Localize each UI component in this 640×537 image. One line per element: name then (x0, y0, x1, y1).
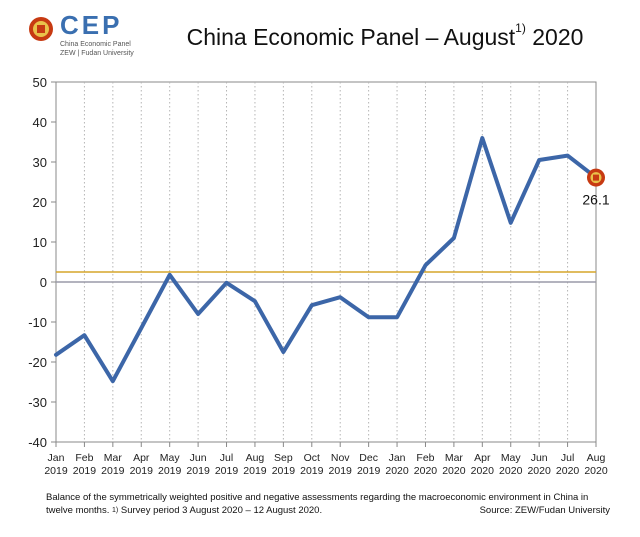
x-tick-label-year: 2020 (414, 465, 438, 477)
y-tick-label: 50 (33, 75, 47, 90)
y-tick-label: 30 (33, 155, 47, 170)
series-line (54, 136, 598, 384)
x-tick-label-year: 2020 (385, 465, 409, 477)
footnote-line-2: twelve months. 1) Survey period 3 August… (46, 504, 610, 517)
x-tick-label-month: Jul (220, 452, 233, 464)
title-year: 2020 (525, 24, 584, 50)
x-tick-label-month: May (501, 452, 522, 464)
title-main: China Economic Panel – August (186, 24, 516, 50)
x-tick-label-month: Mar (445, 452, 464, 464)
last-value-label: 26.1 (582, 192, 609, 208)
x-tick-label-month: May (160, 452, 181, 464)
x-tick-label-month: Apr (133, 452, 150, 464)
plot-frame (55, 81, 597, 443)
logo-subtitle-2: ZEW | Fudan University (60, 50, 134, 57)
last-value-marker-center (593, 174, 599, 181)
x-tick-label-year: 2019 (44, 465, 68, 477)
x-tick-label-month: Dec (359, 452, 378, 464)
x-tick-label-year: 2019 (329, 465, 353, 477)
chart-footer: Balance of the symmetrically weighted po… (46, 491, 610, 517)
x-tick-label-year: 2019 (357, 465, 381, 477)
x-tick-label-month: Jun (190, 452, 207, 464)
footnote-marker: 1) (112, 507, 119, 514)
footnote-text-b: Survey period 3 August 2020 – 12 August … (118, 505, 323, 516)
logo-mark-icon (29, 17, 53, 41)
x-tick-label-year: 2019 (186, 465, 210, 477)
x-tick-label-year: 2020 (556, 465, 580, 477)
x-tick-label-year: 2019 (243, 465, 267, 477)
cep-logo: CEP China Economic Panel ZEW | Fudan Uni… (28, 10, 138, 57)
x-tick-label-year: 2019 (300, 465, 324, 477)
x-tick-label-month: Jan (48, 452, 65, 464)
title-footnote-marker: 1) (515, 21, 526, 35)
chart-title: China Economic Panel – August1) 2020 (130, 21, 640, 51)
x-tick-label-year: 2019 (73, 465, 97, 477)
x-tick-label-month: Aug (587, 452, 606, 464)
x-tick-label-year: 2020 (584, 465, 608, 477)
y-tick-label: 40 (33, 115, 47, 130)
y-tick-label: -40 (28, 435, 47, 450)
x-tick-label-month: Jun (531, 452, 548, 464)
x-tick-label-month: Apr (474, 452, 491, 464)
x-tick-label-year: 2019 (158, 465, 182, 477)
logo-wordmark: CEP (60, 10, 123, 40)
y-tick-label: -20 (28, 355, 47, 370)
x-tick-label-year: 2019 (272, 465, 296, 477)
x-tick-label-year: 2019 (130, 465, 154, 477)
x-tick-label-month: Aug (246, 452, 265, 464)
x-tick-label-year: 2020 (527, 465, 551, 477)
footnote-text-a: twelve months. (46, 505, 112, 516)
x-tick-label-month: Jan (389, 452, 406, 464)
y-tick-label: 10 (33, 235, 47, 250)
x-tick-label-year: 2020 (471, 465, 495, 477)
source-note: Source: ZEW/Fudan University (479, 505, 610, 516)
x-tick-label-month: Feb (75, 452, 93, 464)
x-tick-label-month: Jul (561, 452, 574, 464)
line-chart: -40-30-20-1001020304050Jan2019Feb2019Mar… (28, 75, 610, 477)
y-tick-label: 20 (33, 195, 47, 210)
y-tick-label: -30 (28, 395, 47, 410)
footnote-line-1: Balance of the symmetrically weighted po… (46, 492, 589, 503)
x-tick-label-year: 2019 (215, 465, 239, 477)
header: CEP China Economic Panel ZEW | Fudan Uni… (0, 0, 640, 62)
y-tick-label: 0 (40, 275, 47, 290)
y-tick-label: -10 (28, 315, 47, 330)
x-tick-label-month: Oct (304, 452, 320, 464)
x-tick-label-month: Mar (104, 452, 123, 464)
x-tick-label-year: 2020 (499, 465, 523, 477)
x-tick-label-month: Feb (416, 452, 434, 464)
logo-subtitle-1: China Economic Panel (60, 41, 131, 48)
x-tick-label-year: 2020 (442, 465, 466, 477)
x-tick-label-year: 2019 (101, 465, 125, 477)
x-tick-label-month: Nov (331, 452, 350, 464)
x-tick-label-month: Sep (274, 452, 293, 464)
